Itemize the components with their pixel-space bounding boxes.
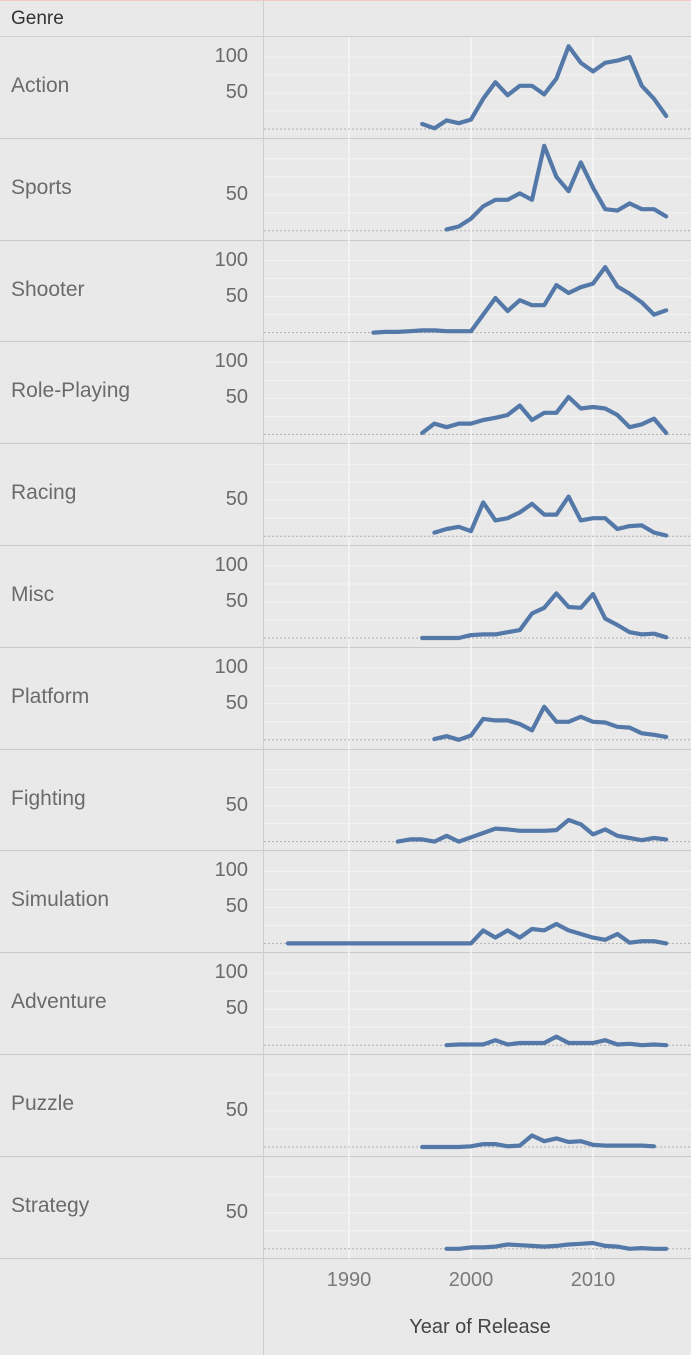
genre-label-fighting[interactable]: Fighting: [11, 786, 86, 810]
x-tick-label-2010: 2010: [570, 1269, 616, 1291]
y-tick-label: 100: [214, 859, 248, 882]
row-separator: [0, 1155, 691, 1157]
series-line-platform[interactable]: [432, 704, 669, 742]
genre-label-puzzle[interactable]: Puzzle: [11, 1092, 75, 1115]
y-tick-label: 100: [214, 248, 248, 271]
y-tick-label: 100: [214, 45, 248, 67]
row-separator: [0, 137, 691, 139]
genre-label-sports[interactable]: Sports: [11, 175, 72, 199]
row-separator: [0, 850, 691, 852]
y-tick-label: 50: [225, 182, 248, 205]
row-separator: [0, 952, 691, 954]
y-tick-label: 50: [225, 1200, 248, 1223]
y-tick-label: 50: [225, 793, 248, 816]
genre-label-platform[interactable]: Platform: [11, 684, 90, 708]
y-tick-label: 100: [214, 655, 248, 678]
row-separator: [0, 748, 691, 750]
row-separator: [0, 1257, 691, 1259]
panel-divider: [263, 0, 264, 1355]
y-tick-label: 50: [225, 691, 248, 714]
genre-label-strategy[interactable]: Strategy: [11, 1193, 90, 1217]
y-tick-label: 50: [225, 81, 248, 103]
y-tick-label: 50: [225, 1099, 248, 1121]
row-separator: [0, 443, 691, 445]
y-tick-label: 50: [225, 997, 248, 1020]
row-separator: [0, 341, 691, 343]
x-tick-label-1990: 1990: [326, 1269, 372, 1291]
row-separator: [0, 1054, 691, 1055]
genre-label-action[interactable]: Action: [11, 74, 70, 97]
genre-label-shooter[interactable]: Shooter: [11, 277, 85, 301]
genre-label-racing[interactable]: Racing: [11, 481, 77, 505]
row-separator: [0, 239, 691, 241]
y-tick-label: 100: [214, 961, 248, 984]
genre-label-adventure[interactable]: Adventure: [11, 990, 107, 1014]
x-axis-label: Year of Release: [409, 1316, 551, 1338]
series-line-action[interactable]: [420, 44, 669, 131]
genre-label-misc[interactable]: Misc: [11, 583, 55, 606]
y-tick-label: 50: [225, 895, 248, 918]
y-tick-label: 100: [214, 554, 248, 576]
y-tick-label: 50: [225, 284, 248, 307]
series-line-simulation[interactable]: [285, 921, 669, 946]
y-tick-label: 50: [225, 590, 248, 612]
y-tick-label: 50: [225, 488, 248, 511]
series-line-puzzle[interactable]: [420, 1133, 657, 1150]
series-line-shooter[interactable]: [371, 265, 669, 335]
genre-column-header[interactable]: Genre: [11, 8, 64, 29]
series-line-fighting[interactable]: [395, 817, 669, 844]
header-row: Genre: [0, 0, 691, 37]
genre-label-role-playing[interactable]: Role-Playing: [11, 379, 131, 403]
x-tick-label-2000: 2000: [448, 1269, 494, 1291]
row-separator: [0, 545, 691, 546]
series-line-sports[interactable]: [444, 143, 669, 232]
row-separator: [0, 646, 691, 648]
series-line-misc[interactable]: [420, 591, 669, 641]
y-tick-label: 100: [214, 350, 248, 373]
series-line-role-playing[interactable]: [420, 394, 669, 436]
series-line-strategy[interactable]: [444, 1240, 669, 1251]
series-line-adventure[interactable]: [444, 1034, 669, 1048]
series-line-racing[interactable]: [432, 494, 669, 538]
y-tick-label: 50: [225, 386, 248, 409]
genre-label-simulation[interactable]: Simulation: [11, 888, 110, 912]
